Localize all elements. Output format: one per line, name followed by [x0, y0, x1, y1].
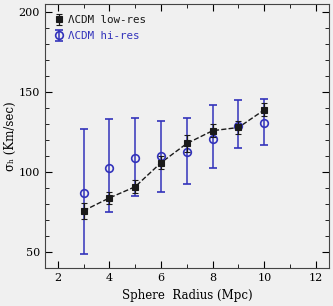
- Legend: ΛCDM low-res, ΛCDM hi-res: ΛCDM low-res, ΛCDM hi-res: [50, 9, 151, 47]
- X-axis label: Sphere  Radius (Mpc): Sphere Radius (Mpc): [122, 289, 252, 302]
- Y-axis label: σₕ (Km/sec): σₕ (Km/sec): [4, 102, 17, 171]
